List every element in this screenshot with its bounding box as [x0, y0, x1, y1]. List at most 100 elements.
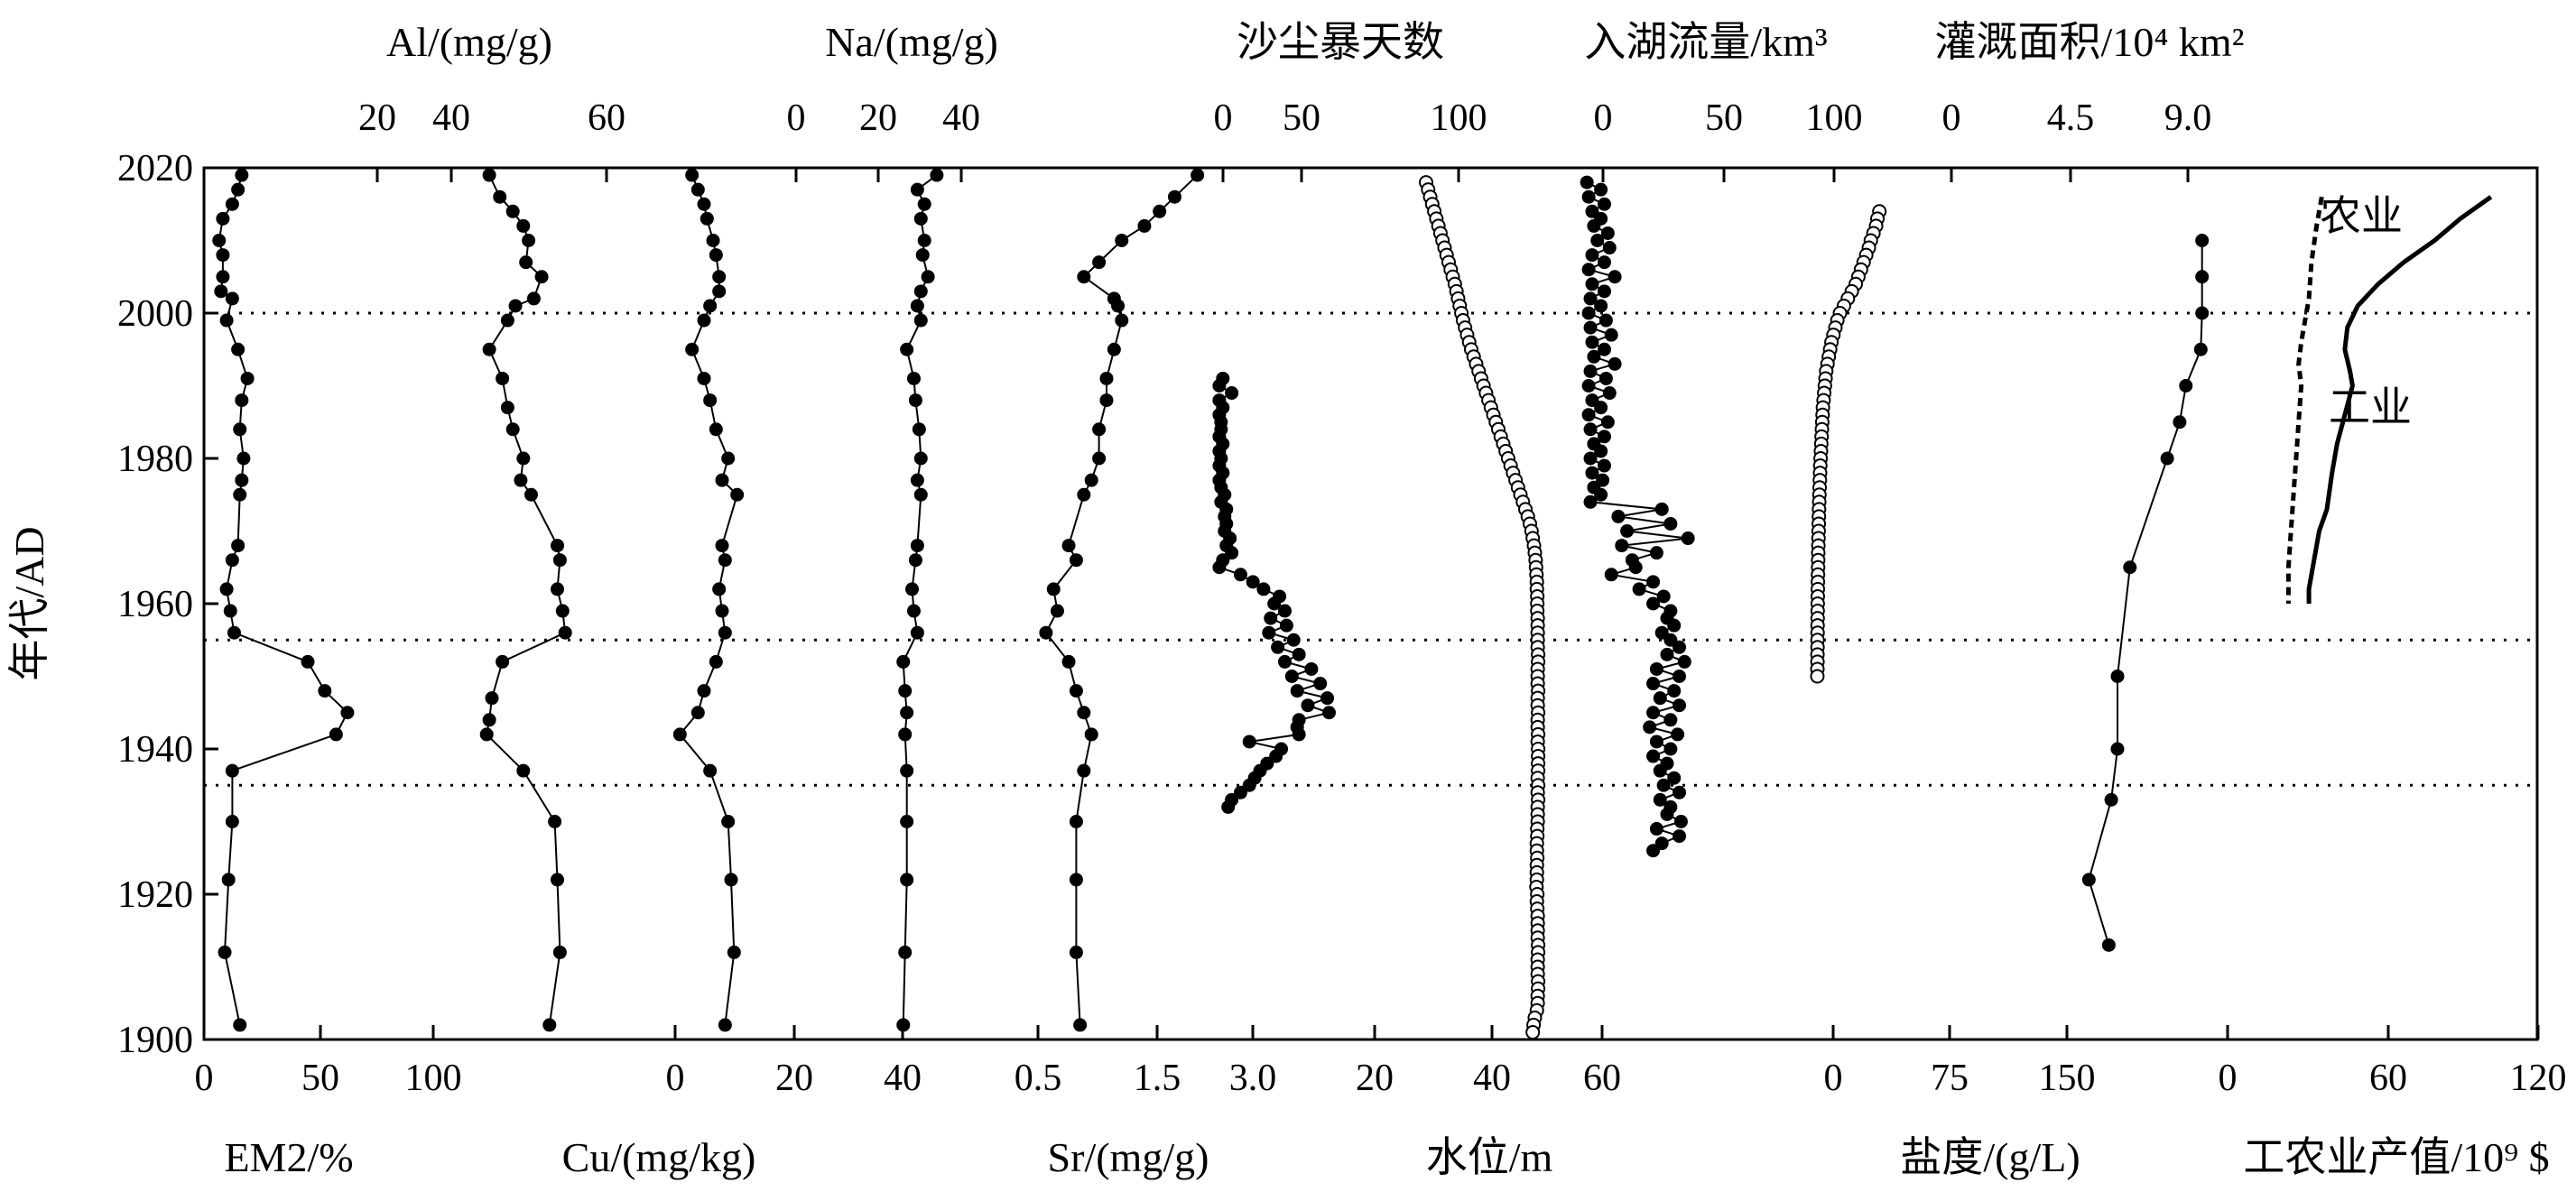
data-point — [1077, 706, 1091, 720]
data-point — [1050, 604, 1064, 618]
data-point — [906, 604, 921, 618]
bottom-tick-label: 20 — [775, 1058, 813, 1099]
data-point — [913, 451, 928, 466]
top-tick-label: 40 — [942, 97, 980, 139]
data-point — [1581, 379, 1596, 393]
data-point — [703, 763, 718, 778]
y-tick-label: 1940 — [117, 729, 193, 771]
top-tick-label: 0 — [1214, 97, 1233, 139]
data-point — [908, 553, 922, 568]
data-point — [1602, 241, 1617, 255]
data-point — [1594, 487, 1608, 502]
data-point — [898, 727, 913, 742]
data-point — [1649, 822, 1663, 836]
data-point — [712, 284, 727, 299]
data-point — [1279, 618, 1293, 633]
data-point — [216, 270, 230, 284]
data-point — [2110, 670, 2125, 683]
data-point — [1594, 401, 1608, 415]
series-9 — [2081, 234, 2210, 952]
data-point — [917, 234, 931, 247]
data-point — [1646, 706, 1661, 720]
data-point — [1277, 604, 1292, 618]
bottom-tick-label: 60 — [1583, 1058, 1621, 1099]
data-point — [896, 654, 911, 669]
data-point — [1656, 589, 1671, 604]
data-point — [1583, 320, 1598, 335]
series-7 — [1580, 175, 1695, 858]
series-11 — [2306, 195, 2493, 604]
data-point — [1597, 342, 1611, 356]
data-point — [715, 539, 729, 553]
data-point — [2173, 415, 2187, 430]
data-point — [2179, 379, 2193, 393]
top-axis-title: 沙尘暴天数 — [1237, 19, 1444, 65]
data-point — [485, 691, 499, 706]
data-point — [709, 248, 723, 263]
data-point — [1212, 560, 1227, 575]
data-point — [216, 211, 230, 226]
data-point — [1313, 677, 1328, 691]
data-point — [1597, 197, 1611, 211]
data-point — [1660, 807, 1674, 821]
series-4 — [1039, 168, 1205, 1032]
data-point — [905, 582, 920, 596]
data-point — [1620, 524, 1635, 538]
data-point — [1673, 815, 1688, 828]
data-point — [1649, 661, 1663, 676]
data-point — [514, 473, 528, 487]
series-3 — [896, 168, 944, 1032]
data-point — [908, 393, 922, 408]
data-point — [1656, 778, 1671, 792]
data-point — [1271, 640, 1285, 654]
data-point — [1587, 349, 1601, 364]
series-0 — [212, 168, 355, 1032]
bottom-tick-label: 60 — [2369, 1058, 2407, 1099]
data-point — [709, 422, 723, 437]
data-point — [500, 401, 514, 415]
series-line — [486, 174, 567, 1026]
data-point — [1286, 633, 1301, 647]
data-point — [2195, 234, 2210, 247]
data-point — [910, 625, 924, 640]
data-point — [1653, 763, 1667, 778]
data-point — [225, 815, 239, 828]
data-point — [1654, 502, 1669, 516]
data-point — [727, 945, 741, 959]
data-point — [900, 763, 914, 778]
data-point — [910, 473, 924, 487]
data-point — [1099, 371, 1114, 385]
data-point — [1602, 386, 1617, 401]
data-point — [219, 313, 234, 328]
data-point — [1643, 720, 1657, 735]
data-point — [715, 604, 729, 618]
data-point — [1077, 270, 1091, 284]
data-point — [1580, 175, 1594, 189]
annotation-label: 工业 — [2329, 384, 2412, 430]
data-point — [1604, 568, 1618, 582]
data-point — [500, 313, 514, 328]
bottom-axis-title: Cu/(mg/kg) — [562, 1134, 756, 1180]
data-point — [1153, 204, 1167, 218]
data-point — [225, 553, 239, 568]
data-point — [913, 284, 928, 299]
data-point — [479, 727, 494, 742]
data-point — [548, 815, 562, 828]
data-point — [1583, 494, 1598, 509]
data-point — [690, 182, 705, 197]
data-point — [1077, 487, 1091, 502]
bottom-tick-label: 20 — [1356, 1058, 1394, 1099]
data-point — [900, 815, 914, 828]
data-point — [233, 422, 247, 437]
data-point — [221, 873, 236, 887]
series-layer — [212, 168, 2493, 1040]
data-point — [1597, 255, 1611, 270]
data-point — [1039, 625, 1053, 640]
series-line — [2088, 240, 2203, 946]
data-point — [1581, 408, 1596, 422]
data-point — [1292, 727, 1306, 742]
data-point — [724, 873, 738, 887]
data-point — [1115, 313, 1129, 328]
data-point — [235, 168, 249, 182]
